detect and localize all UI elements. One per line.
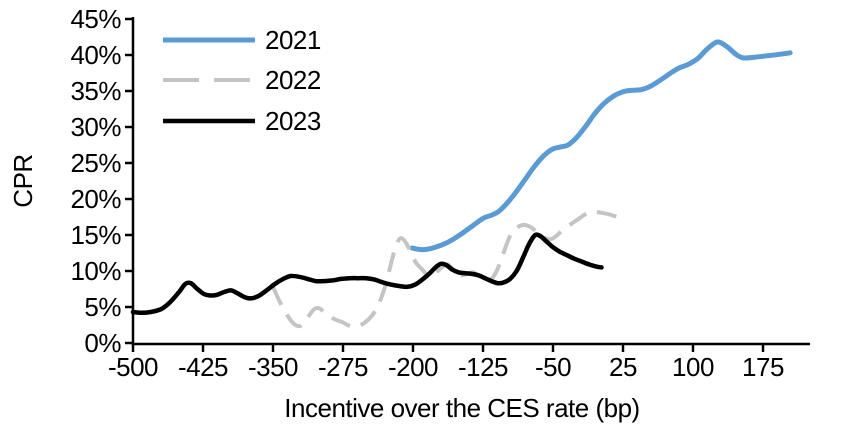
y-tick-label: 0% [84,328,121,358]
x-tick-label: -50 [535,352,571,382]
axes: 0% 5% 10% 15% 20% 25% 30% 35% 40% 45% -500 -425 -350… [70,4,810,382]
series-line-2023 [130,232,604,316]
legend-item-2021: 2021 [163,25,321,55]
legend: 2021 2022 2023 [163,25,321,136]
legend-label-2021: 2021 [265,25,321,55]
series-line-2022 [271,209,624,329]
y-tick-label: 25% [70,148,121,178]
y-tick-label: 35% [70,76,121,106]
y-tick-label: 45% [70,4,121,34]
x-tick-label: -425 [178,352,228,382]
x-tick-label: -275 [318,352,368,382]
x-tick-label: 100 [672,352,714,382]
legend-item-2022: 2022 [163,65,321,95]
legend-label-2023: 2023 [265,106,321,136]
y-tick-label: 5% [84,292,121,322]
series-lines [130,39,793,329]
legend-label-2022: 2022 [265,65,321,95]
x-tick-label: -500 [108,352,158,382]
x-tick-label: -125 [458,352,508,382]
x-tick-label: 25 [609,352,637,382]
legend-item-2023: 2023 [163,106,321,136]
series-line-2021 [409,39,793,253]
y-axis-title: CPR [8,154,38,207]
x-tick-label: 175 [742,352,784,382]
x-axis-title: Incentive over the CES rate (bp) [284,393,639,423]
y-tick-label: 10% [70,256,121,286]
x-tick-label: -350 [248,352,298,382]
y-tick-label: 20% [70,184,121,214]
x-tick-label: -200 [388,352,438,382]
y-tick-label: 15% [70,220,121,250]
y-tick-label: 30% [70,112,121,142]
y-tick-label: 40% [70,40,121,70]
